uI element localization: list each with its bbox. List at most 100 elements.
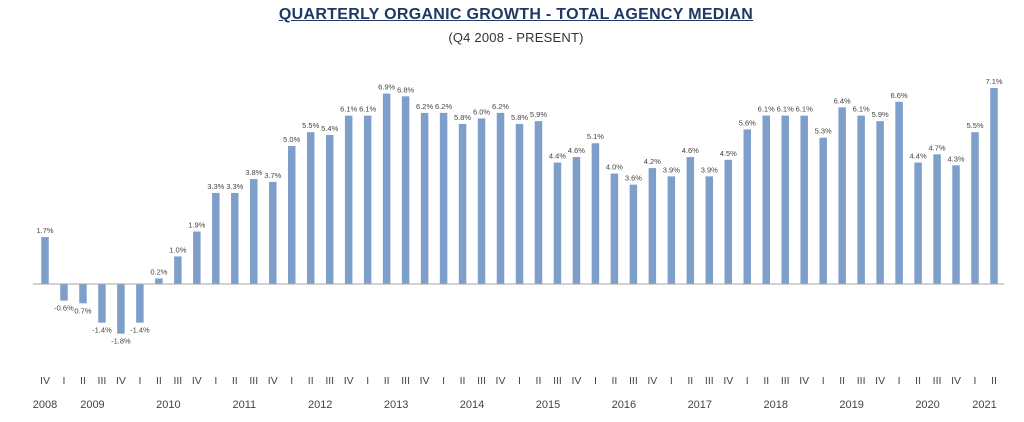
quarter-tick-label: II <box>915 375 921 387</box>
data-label: 4.4% <box>910 152 927 161</box>
quarter-tick-label: IV <box>420 375 430 387</box>
bar <box>800 115 808 284</box>
year-tick-label: 2015 <box>536 399 560 411</box>
bar <box>857 115 865 284</box>
data-label: 1.0% <box>169 245 186 254</box>
quarter-tick-label: III <box>401 375 410 387</box>
quarter-tick-label: I <box>974 375 977 387</box>
bar <box>781 115 789 284</box>
quarter-tick-label: II <box>611 375 617 387</box>
quarter-tick-label: I <box>518 375 521 387</box>
data-label: 5.1% <box>587 132 604 141</box>
data-label: 1.7% <box>36 226 53 235</box>
data-label: 4.2% <box>644 157 661 166</box>
data-label: -1.4% <box>92 326 112 335</box>
year-tick-label: 2008 <box>33 399 57 411</box>
bar <box>439 112 448 284</box>
year-labels-layer: 2008 2009 2010 2011 2012 2013 2014 2015 2016 2017… <box>33 399 997 411</box>
bar <box>838 107 846 284</box>
bar <box>174 256 182 284</box>
quarter-tick-label: IV <box>799 375 809 387</box>
quarter-tick-label: I <box>442 375 445 387</box>
data-label: 6.1% <box>758 105 775 114</box>
bar <box>60 284 68 301</box>
year-tick-label: 2009 <box>80 399 104 411</box>
quarter-tick-label: I <box>138 375 141 387</box>
quarter-tick-label: IV <box>192 375 202 387</box>
bar <box>79 284 87 304</box>
bar <box>477 118 486 285</box>
value-labels-layer: 1.7% -0.6% 0.7% -1.4% -1.8% -1.4% 0.2% 1.0% 1.9%… <box>36 77 1002 346</box>
year-tick-label: 2019 <box>839 399 863 411</box>
quarter-tick-label: IV <box>951 375 961 387</box>
quarter-tick-label: I <box>214 375 217 387</box>
data-label: 4.6% <box>682 146 699 155</box>
quarter-tick-label: IV <box>875 375 885 387</box>
bar <box>250 179 258 284</box>
bar <box>933 154 941 284</box>
bar <box>876 121 884 284</box>
data-label: 1.9% <box>188 221 205 230</box>
bar <box>743 129 752 284</box>
data-label: 6.1% <box>359 105 376 114</box>
quarter-tick-label: I <box>898 375 901 387</box>
bar <box>363 115 372 284</box>
year-tick-label: 2011 <box>232 399 256 411</box>
bar <box>610 173 619 284</box>
data-label: 7.1% <box>985 77 1002 86</box>
data-label: 3.6% <box>625 174 642 183</box>
bar <box>344 115 353 284</box>
year-tick-label: 2016 <box>612 399 636 411</box>
data-label: 6.2% <box>416 102 433 111</box>
bar <box>971 132 979 284</box>
quarter-tick-label: II <box>460 375 466 387</box>
quarter-tick-label: III <box>933 375 942 387</box>
data-label: 5.9% <box>530 110 547 119</box>
bar <box>762 115 770 284</box>
quarter-tick-label: I <box>670 375 673 387</box>
bar <box>231 192 239 284</box>
year-tick-label: 2021 <box>972 399 996 411</box>
data-label: -1.8% <box>111 337 131 346</box>
bar <box>117 284 125 334</box>
bar <box>534 121 543 284</box>
quarter-tick-label: II <box>839 375 845 387</box>
data-label: 4.0% <box>606 163 623 172</box>
quarter-tick-label: II <box>991 375 997 387</box>
quarter-tick-label: I <box>822 375 825 387</box>
data-label: 6.1% <box>340 105 357 114</box>
bar <box>212 192 220 284</box>
year-tick-label: 2018 <box>763 399 787 411</box>
year-tick-label: 2014 <box>460 399 484 411</box>
bar <box>193 231 201 284</box>
data-label: 5.6% <box>739 118 756 127</box>
year-tick-label: 2013 <box>384 399 408 411</box>
data-label: 3.3% <box>207 182 224 191</box>
chart-title: QUARTERLY ORGANIC GROWTH - TOTAL AGENCY … <box>278 6 754 23</box>
bar <box>382 93 391 284</box>
bar <box>41 237 49 284</box>
bar <box>420 112 429 284</box>
quarter-tick-label: II <box>536 375 542 387</box>
data-label: 6.2% <box>492 102 509 111</box>
quarter-tick-label: III <box>173 375 182 387</box>
bar <box>686 157 695 284</box>
quarter-tick-label: III <box>249 375 258 387</box>
quarter-tick-label: III <box>98 375 107 387</box>
quarter-tick-label: II <box>384 375 390 387</box>
quarter-tick-label: I <box>594 375 597 387</box>
bar <box>553 162 562 284</box>
quarter-tick-label: II <box>80 375 86 387</box>
bar <box>648 168 657 284</box>
bar <box>667 176 676 284</box>
data-label: 0.7% <box>74 306 91 315</box>
data-label: 6.0% <box>473 107 490 116</box>
quarter-tick-label: II <box>308 375 314 387</box>
chart-subtitle: (Q4 2008 - PRESENT) <box>448 30 584 45</box>
bar <box>591 143 600 284</box>
data-label: 5.8% <box>454 113 471 122</box>
bar <box>952 165 960 284</box>
quarter-tick-label: IV <box>344 375 354 387</box>
